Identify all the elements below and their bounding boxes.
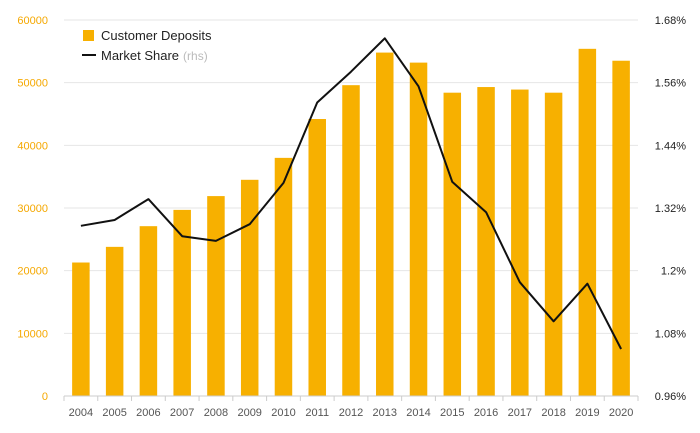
bar-2005 [105,246,124,396]
x-tick-label-2018: 2018 [541,407,565,419]
left-tick-label-5: 50000 [17,78,48,90]
bar-2012 [342,85,360,396]
x-tick-label-2004: 2004 [69,407,93,419]
x-tick-label-2008: 2008 [204,407,228,419]
right-tick-label-5: 1.56% [655,78,686,90]
x-tick-label-2007: 2007 [170,407,194,419]
legend-swatch-customer-deposits [83,30,94,41]
x-tick-label-2005: 2005 [102,407,126,419]
x-tick-label-2006: 2006 [136,407,160,419]
left-axis-ticks: 0 10000 20000 30000 40000 50000 60000 [17,15,48,403]
right-axis-ticks: 0.96% 1.08% 1.2% 1.32% 1.44% 1.56% 1.68% [655,15,686,403]
right-tick-label-2: 1.2% [661,266,686,278]
legend-label-customer-deposits: Customer Deposits [101,28,212,43]
bar-2014 [409,62,428,396]
left-tick-label-2: 20000 [17,266,48,278]
x-tick-label-2009: 2009 [237,407,261,419]
line-series-market-share [80,37,622,350]
bar-2006 [139,226,158,396]
bar-2015 [443,92,462,397]
legend-label-market-share-name: Market Share [101,48,179,63]
x-tick-label-2014: 2014 [406,407,430,419]
x-axis-ticks: 2004 2005 2006 2007 2008 2009 2010 2011 2012 2013… [63,396,639,419]
bar-2004 [72,262,90,396]
left-tick-label-1: 10000 [17,328,48,340]
x-tick-label-2015: 2015 [440,407,464,419]
bar-2020 [612,60,630,396]
right-tick-label-1: 1.08% [655,328,686,340]
x-tick-label-2016: 2016 [474,407,498,419]
x-tick-label-2019: 2019 [575,407,599,419]
bar-2018 [544,92,563,397]
bar-series-customer-deposits [72,48,630,397]
bar-2016 [477,87,495,396]
x-tick-label-2017: 2017 [508,407,532,419]
bar-2007 [173,209,191,396]
right-tick-label-4: 1.44% [655,140,686,152]
bar-2008 [207,196,225,396]
bar-2013 [376,52,394,396]
x-tick-label-2011: 2011 [305,407,329,419]
left-tick-label-4: 40000 [17,140,48,152]
bar-2009 [240,179,259,396]
x-tick-label-2010: 2010 [271,407,295,419]
left-tick-label-6: 60000 [17,15,48,27]
left-tick-label-3: 30000 [17,203,48,215]
x-tick-label-2012: 2012 [339,407,363,419]
right-tick-label-0: 0.96% [655,391,686,403]
right-tick-label-6: 1.68% [655,15,686,27]
bar-2017 [511,89,529,396]
legend-label-market-share-suffix: (rhs) [183,49,208,63]
legend-label-market-share: Market Share (rhs) [101,48,208,63]
right-tick-label-3: 1.32% [655,203,686,215]
bar-2019 [578,48,597,397]
bar-2010 [274,157,293,396]
x-tick-label-2013: 2013 [373,407,397,419]
left-tick-label-0: 0 [42,391,48,403]
legend: Customer Deposits Market Share (rhs) [82,28,212,63]
x-tick-label-2020: 2020 [609,407,633,419]
bar-2011 [308,119,326,396]
market-share-line [80,37,622,350]
